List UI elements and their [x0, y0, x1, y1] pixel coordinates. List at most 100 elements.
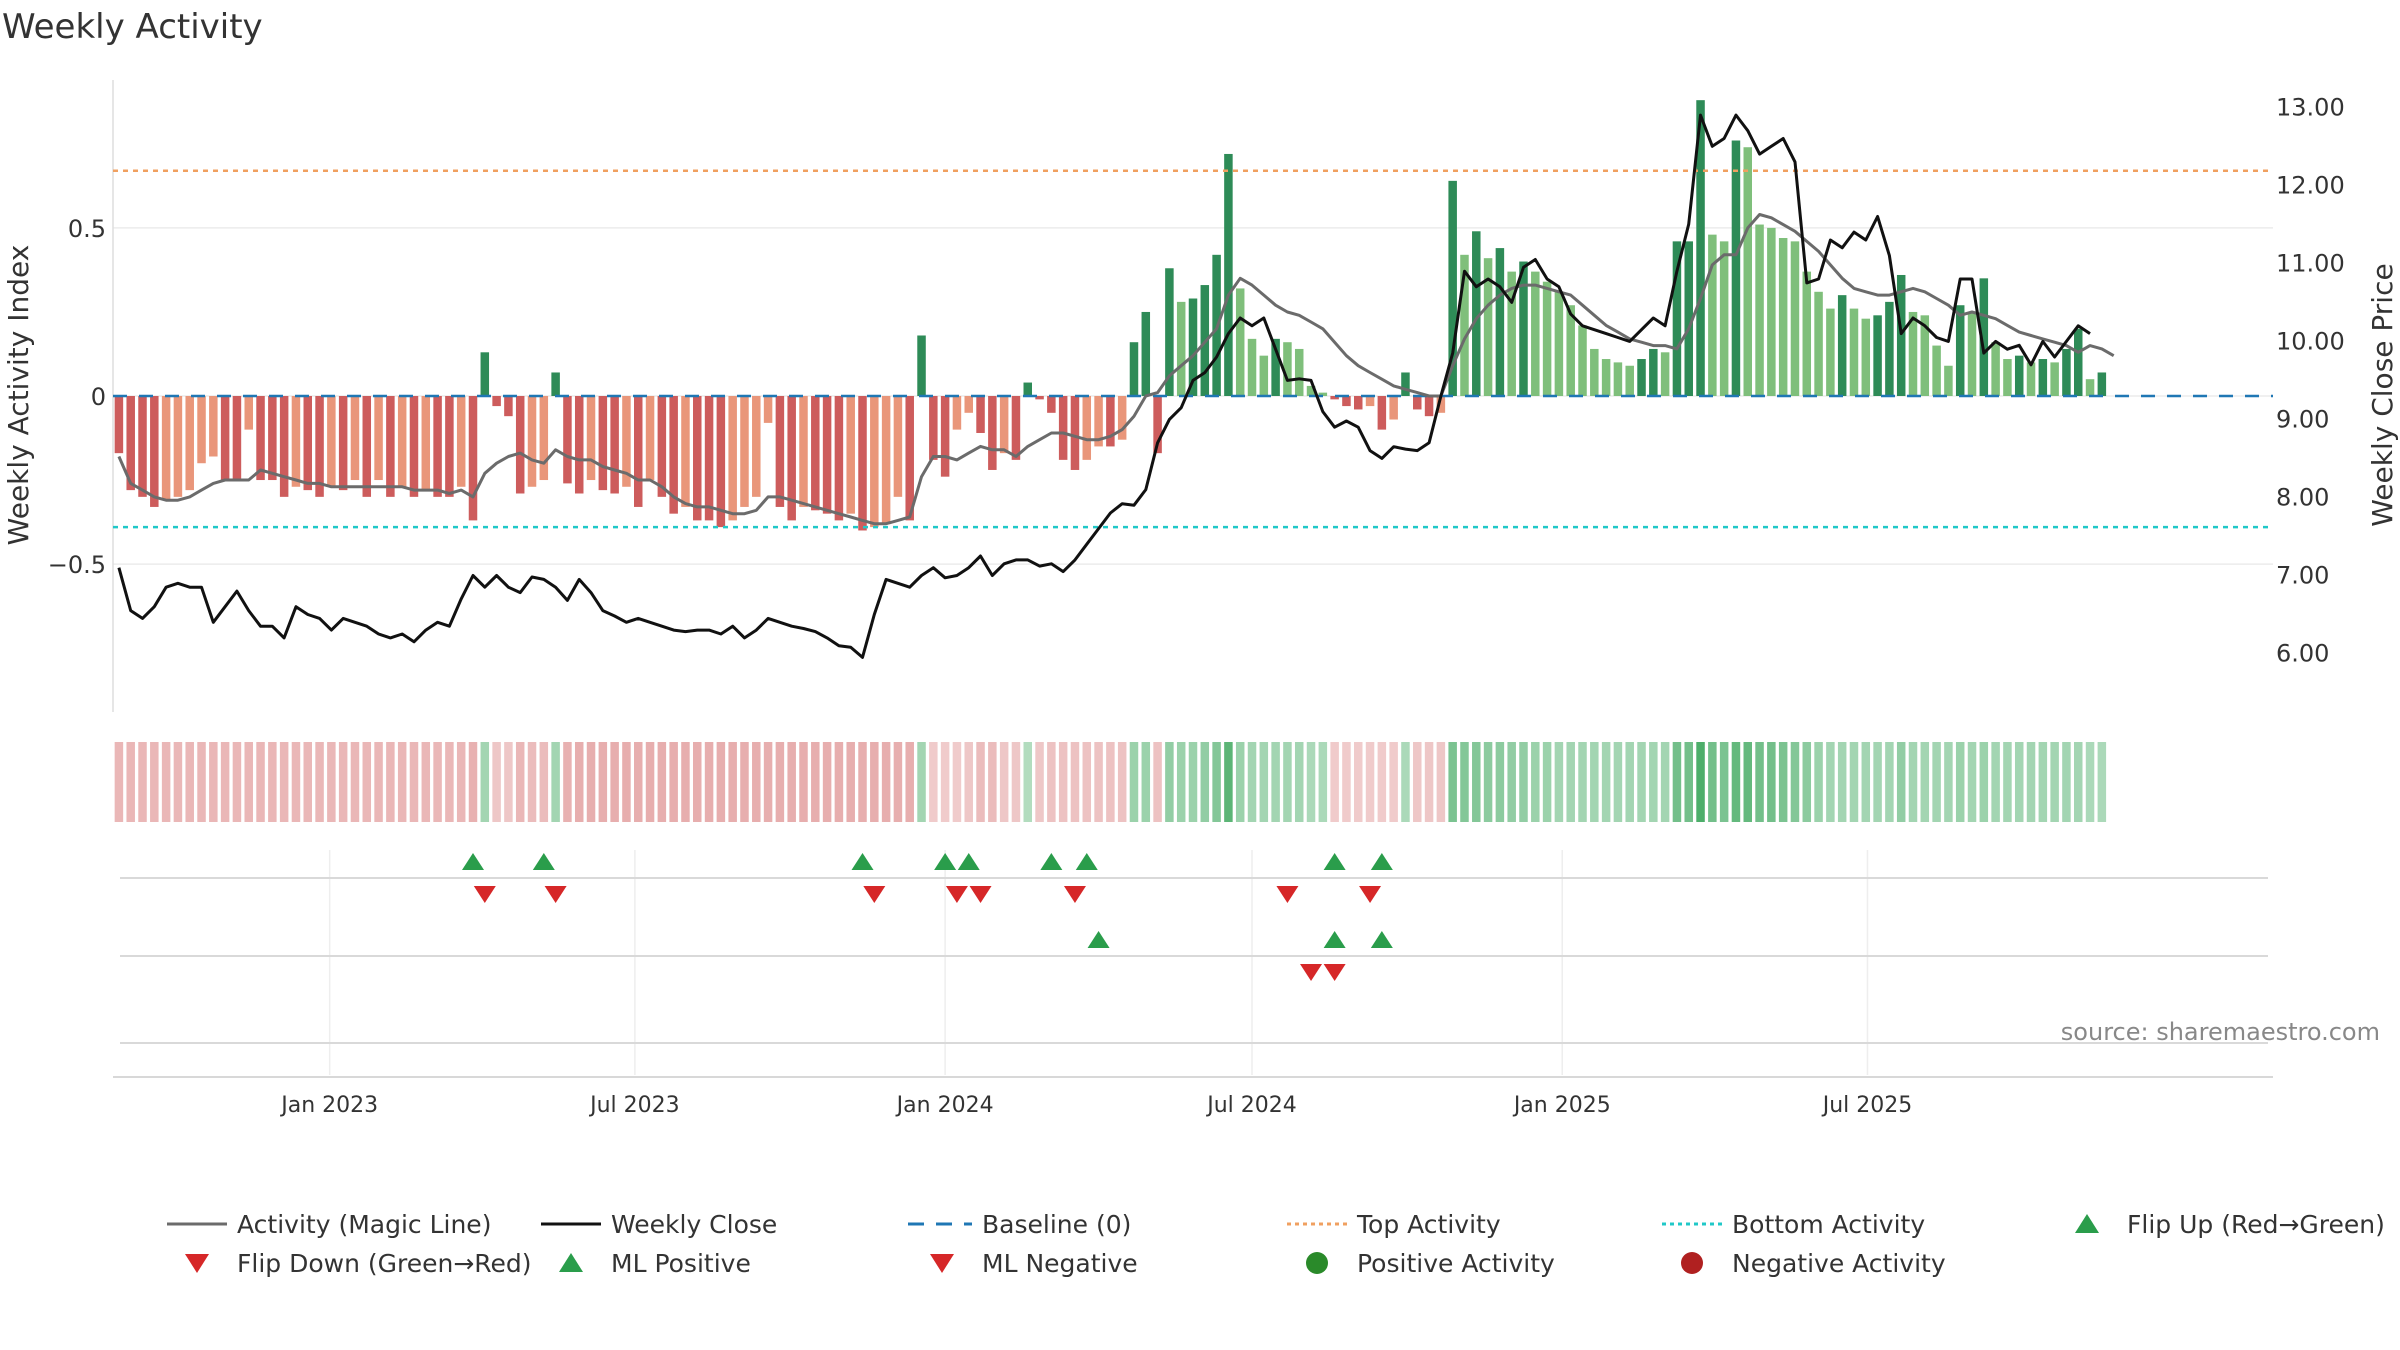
strip-cell	[586, 742, 596, 822]
strip-cell	[1932, 742, 1941, 822]
strip-cell	[1354, 742, 1363, 822]
activity-bar	[976, 396, 985, 433]
activity-bar	[1991, 342, 2000, 396]
strip-cell	[291, 742, 301, 822]
legend-item: ML Positive	[559, 1249, 751, 1278]
activity-bar	[940, 396, 950, 477]
activity-bar	[456, 396, 466, 487]
activity-bar	[1660, 352, 1670, 396]
legend-label: Flip Down (Green→Red)	[237, 1249, 532, 1278]
activity-bar	[2074, 328, 2083, 396]
activity-bar	[114, 396, 124, 454]
activity-bar	[303, 396, 312, 491]
activity-bar	[763, 396, 773, 423]
activity-bar	[1920, 315, 1930, 396]
activity-bar	[1684, 241, 1693, 396]
activity-bar	[1896, 274, 1906, 396]
strip-cell	[114, 742, 124, 822]
flip-up-marker	[1370, 853, 1393, 870]
strip-cell	[2003, 742, 2012, 822]
strip-cell	[1531, 742, 1540, 822]
activity-bar	[1778, 238, 1788, 396]
activity-bar	[1554, 291, 1564, 396]
strip-cell	[1719, 742, 1729, 822]
activity-bar	[634, 396, 643, 507]
strip-cell	[1070, 742, 1080, 822]
strip-cell	[988, 742, 997, 822]
strip-cell	[1035, 742, 1044, 822]
activity-bar	[539, 396, 549, 481]
strip-cell	[940, 742, 950, 822]
activity-bar	[1613, 362, 1623, 396]
activity-bar	[610, 396, 619, 494]
strip-cell	[1306, 742, 1316, 822]
strip-cell	[598, 742, 608, 822]
activity-bar	[256, 396, 265, 481]
right-axis-ticks: 13.00 12.00 11.00 10.00 9.00 8.00 7.00 6.00	[2276, 93, 2345, 667]
activity-bar	[1672, 241, 1682, 396]
activity-bar	[988, 396, 997, 470]
activity-bar	[917, 335, 926, 396]
activity-bar	[1731, 140, 1741, 396]
strip-cell	[870, 742, 879, 822]
strip-cell	[881, 742, 891, 822]
source-credit: source: sharemaestro.com	[2061, 1018, 2380, 1046]
activity-bar	[1849, 308, 1859, 396]
activity-bar	[327, 396, 336, 487]
activity-bar	[1413, 396, 1422, 410]
activity-bar	[1153, 396, 1162, 454]
left-tick-label: 0	[91, 383, 106, 411]
x-tick-label: Jan 2024	[895, 1093, 994, 1118]
activity-bar	[1330, 396, 1339, 400]
x-tick-label: Jan 2025	[1512, 1093, 1611, 1118]
left-tick-label: −0.5	[48, 551, 106, 579]
activity-bar	[1696, 100, 1705, 397]
weekly-close-line	[117, 113, 2091, 659]
strip-cell	[2038, 742, 2048, 822]
strip-cell	[232, 742, 242, 822]
strip-cell	[185, 742, 194, 822]
ml-positive-marker	[1370, 931, 1393, 948]
strip-cell	[1979, 742, 1989, 822]
activity-bar	[563, 396, 572, 484]
strip-cell	[1625, 742, 1634, 822]
strip-cell	[1837, 742, 1847, 822]
activity-bar	[2014, 355, 2024, 396]
strip-cell	[1826, 742, 1835, 822]
strip-cell	[1082, 742, 1092, 822]
activity-bar	[468, 396, 478, 521]
activity-bar	[1141, 311, 1151, 396]
strip-cell	[1778, 742, 1788, 822]
right-tick-label: 6.00	[2276, 639, 2329, 667]
activity-bar	[1826, 308, 1835, 396]
strip-cell	[1389, 742, 1398, 822]
right-tick-label: 13.00	[2276, 93, 2345, 121]
strip-cell	[563, 742, 572, 822]
strip-cell	[1566, 742, 1575, 822]
strip-cell	[1106, 742, 1115, 822]
activity-bar	[1188, 298, 1198, 396]
legend-item: Negative Activity	[1681, 1249, 1946, 1278]
activity-bar	[1117, 396, 1127, 440]
strip-cell	[1495, 742, 1505, 822]
activity-bar	[1649, 348, 1658, 396]
strip-cell	[622, 742, 631, 822]
activity-bar	[1979, 278, 1989, 396]
ml-positive-marker	[1323, 931, 1346, 948]
activity-bar	[858, 396, 867, 531]
activity-bar	[1861, 318, 1871, 396]
activity-bar	[645, 396, 655, 481]
activity-bar	[2085, 379, 2095, 396]
activity-bar	[2050, 362, 2059, 396]
strip-cell	[303, 742, 312, 822]
strip-cell	[2050, 742, 2059, 822]
activity-bar	[1436, 396, 1446, 413]
activity-bar	[846, 396, 855, 514]
strip-cell	[1436, 742, 1446, 822]
activity-bar	[999, 396, 1009, 454]
activity-bar	[811, 396, 820, 511]
strip-cell	[1224, 742, 1233, 822]
strip-cell	[1590, 742, 1599, 822]
strip-cell	[256, 742, 265, 822]
